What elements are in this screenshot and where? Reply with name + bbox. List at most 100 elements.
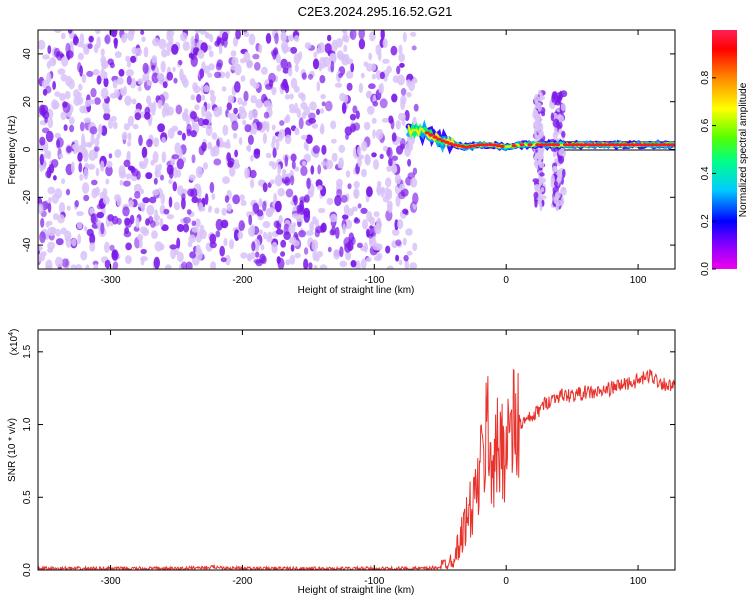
noise-blob — [208, 63, 215, 71]
noise-blob — [122, 206, 130, 217]
noise-blob — [276, 64, 282, 72]
noise-blob — [410, 177, 418, 188]
noise-blob — [234, 63, 242, 76]
noise-blob — [371, 152, 377, 158]
noise-blob — [179, 68, 184, 81]
noise-blob — [355, 110, 360, 120]
noise-blob — [331, 138, 337, 144]
ridge-peak — [661, 143, 668, 147]
noise-blob — [339, 246, 344, 258]
noise-blob — [141, 146, 148, 159]
noise-blob — [80, 250, 88, 261]
noise-blob — [267, 207, 276, 214]
noise-blob — [108, 153, 113, 159]
noise-blob — [265, 83, 273, 90]
noise-blob — [392, 228, 400, 236]
noise-blob — [283, 231, 291, 241]
noise-blob — [182, 41, 190, 51]
noise-blob — [382, 58, 390, 64]
noise-blob — [343, 44, 348, 53]
ridge-peak — [464, 145, 470, 149]
noise-blob — [381, 186, 386, 194]
noise-blob — [194, 104, 200, 111]
noise-blob — [558, 121, 563, 129]
noise-blob — [203, 162, 208, 170]
noise-blob — [118, 69, 125, 77]
noise-blob — [307, 73, 314, 80]
noise-blob — [127, 165, 135, 171]
noise-blob — [350, 123, 356, 133]
noise-blob — [386, 165, 392, 172]
ridge-peak — [630, 143, 636, 147]
noise-blob — [537, 96, 544, 102]
noise-blob — [345, 70, 354, 79]
noise-blob — [265, 33, 272, 44]
noise-blob — [280, 239, 287, 248]
noise-blob — [271, 86, 277, 96]
noise-blob — [89, 242, 96, 252]
snr-x-label: Height of straight line (km) — [298, 585, 415, 596]
noise-blob — [73, 96, 81, 107]
noise-blob — [191, 226, 199, 233]
noise-blob — [308, 262, 313, 269]
noise-blob — [248, 33, 256, 46]
noise-blob — [535, 117, 543, 123]
spectrogram-x-label: Height of straight line (km) — [298, 285, 415, 296]
noise-blob — [86, 70, 94, 77]
noise-blob — [309, 221, 315, 232]
noise-blob — [194, 32, 199, 44]
ridge-peak — [665, 143, 672, 147]
noise-blob — [90, 133, 95, 145]
noise-blob — [269, 179, 275, 185]
noise-blob — [83, 150, 89, 163]
noise-blob — [172, 66, 176, 72]
noise-blob — [182, 78, 189, 88]
noise-blob — [289, 175, 295, 186]
noise-blob — [361, 140, 368, 152]
noise-blob — [238, 220, 245, 232]
noise-blob — [84, 142, 92, 148]
noise-blob — [208, 50, 214, 58]
noise-blob — [112, 79, 118, 89]
noise-blob — [224, 254, 231, 266]
noise-blob — [360, 72, 365, 79]
noise-blob — [558, 156, 562, 162]
noise-blob — [45, 221, 50, 228]
noise-blob — [91, 179, 98, 186]
noise-blob — [197, 166, 202, 172]
noise-blob — [294, 35, 300, 43]
noise-blob — [534, 153, 538, 161]
noise-blob — [47, 186, 56, 195]
noise-blob — [345, 170, 351, 178]
snr-panel: -300 -200 -100 0 100 0.0 0.5 1.0 1.5 Height of … — [7, 329, 676, 596]
noise-blob — [74, 200, 80, 208]
noise-blob — [335, 38, 343, 48]
noise-blob — [153, 177, 158, 185]
noise-blob — [126, 150, 131, 159]
noise-blob — [76, 222, 83, 230]
noise-blob — [318, 62, 323, 72]
noise-blob — [203, 85, 210, 93]
noise-blob — [305, 134, 313, 144]
noise-blob — [317, 42, 326, 54]
noise-blob — [197, 49, 205, 59]
noise-blob — [79, 121, 85, 132]
noise-blob — [394, 174, 401, 185]
noise-blob — [304, 42, 312, 49]
noise-blob — [221, 86, 227, 92]
noise-blob — [325, 100, 333, 112]
noise-blob — [154, 241, 163, 252]
noise-blob — [395, 120, 401, 130]
noise-blob — [216, 138, 220, 148]
noise-blob — [551, 165, 558, 173]
noise-blob — [248, 110, 254, 121]
noise-blob — [45, 170, 52, 179]
noise-blob — [291, 160, 296, 170]
noise-blob — [326, 197, 334, 206]
noise-blob — [292, 195, 297, 203]
noise-blob — [102, 188, 108, 198]
noise-blob — [381, 117, 389, 123]
noise-blob — [404, 259, 409, 269]
noise-blob — [303, 258, 309, 269]
noise-blob — [309, 101, 317, 111]
